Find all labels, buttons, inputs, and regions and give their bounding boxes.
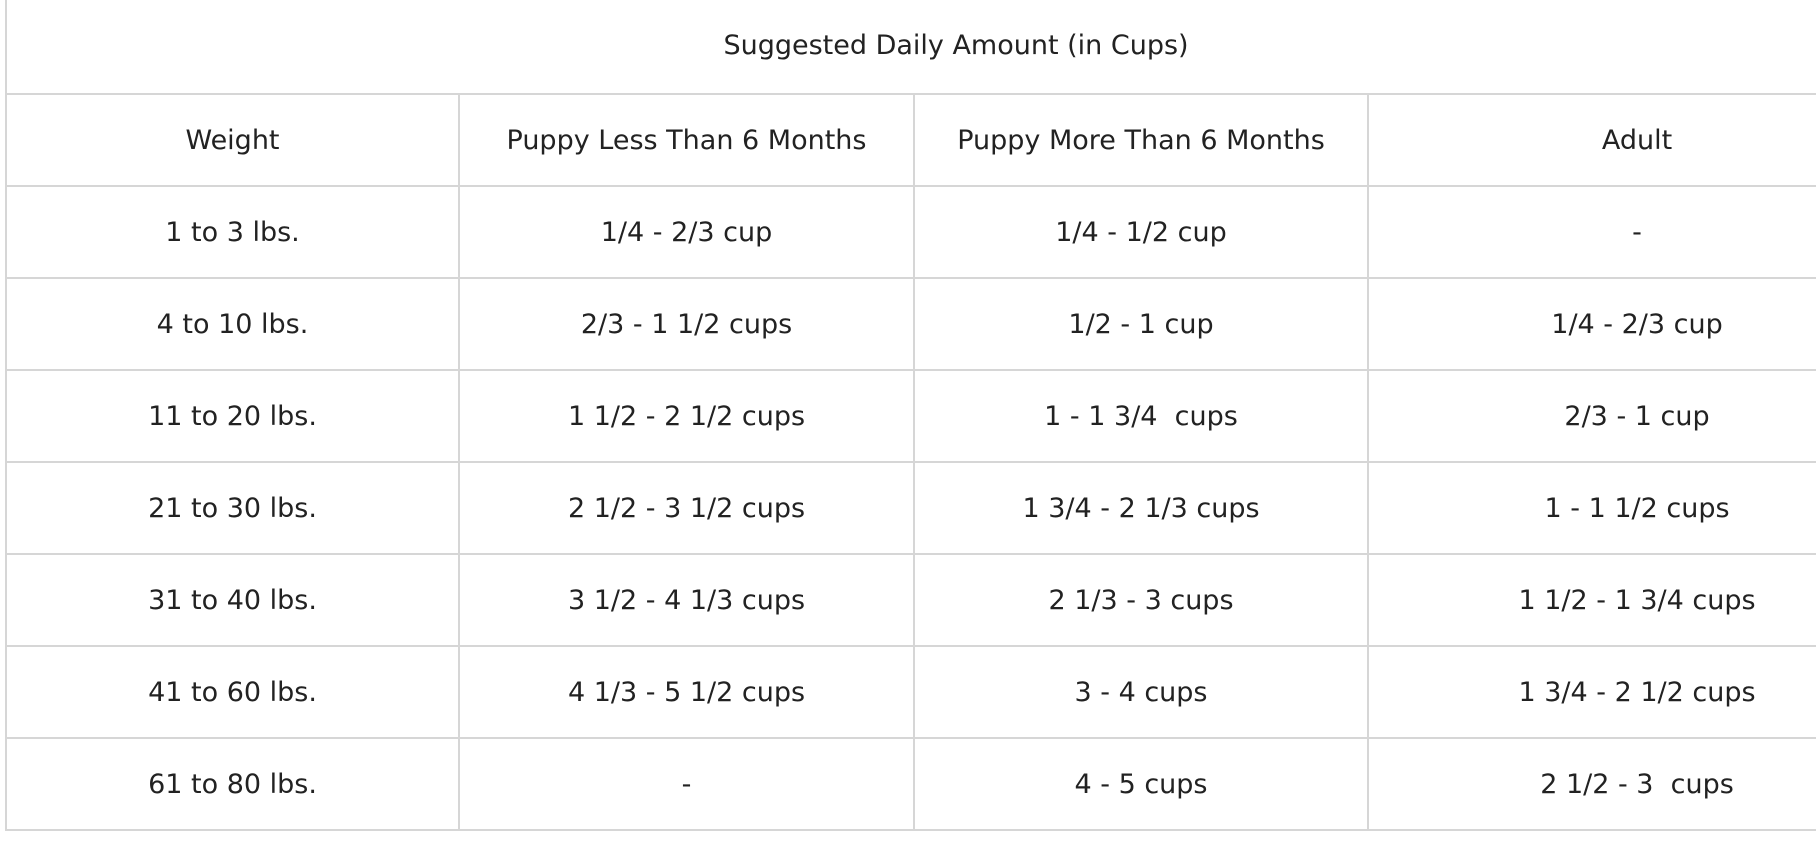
puppy-over-6-cell: 1/2 - 1 cup — [913, 277, 1369, 371]
puppy-under-6-cell: 3 1/2 - 4 1/3 cups — [458, 553, 915, 647]
table-row: 21 to 30 lbs. 2 1/2 - 3 1/2 cups 1 3/4 -… — [5, 461, 1816, 555]
puppy-under-6-cell: 4 1/3 - 5 1/2 cups — [458, 645, 915, 739]
puppy-under-6-cell: 1/4 - 2/3 cup — [458, 185, 915, 279]
table-row: 31 to 40 lbs. 3 1/2 - 4 1/3 cups 2 1/3 -… — [5, 553, 1816, 647]
header-adult: Adult — [1366, 93, 1816, 187]
table-row: 1 to 3 lbs. 1/4 - 2/3 cup 1/4 - 1/2 cup … — [5, 185, 1816, 279]
adult-cell: - — [1366, 185, 1816, 279]
adult-cell: 1/4 - 2/3 cup — [1366, 277, 1816, 371]
header-row: Weight Puppy Less Than 6 Months Puppy Mo… — [5, 93, 1816, 187]
table-caption: Suggested Daily Amount (in Cups) — [4, 0, 1816, 95]
table-row: 11 to 20 lbs. 1 1/2 - 2 1/2 cups 1 - 1 3… — [5, 369, 1816, 463]
weight-cell: 11 to 20 lbs. — [5, 369, 460, 463]
weight-cell: 21 to 30 lbs. — [5, 461, 460, 555]
puppy-over-6-cell: 4 - 5 cups — [913, 737, 1369, 831]
puppy-over-6-cell: 1/4 - 1/2 cup — [913, 185, 1369, 279]
puppy-under-6-cell: 2 1/2 - 3 1/2 cups — [458, 461, 915, 555]
puppy-under-6-cell: - — [458, 737, 915, 831]
adult-cell: 1 - 1 1/2 cups — [1366, 461, 1816, 555]
weight-cell: 61 to 80 lbs. — [5, 737, 460, 831]
adult-cell: 2/3 - 1 cup — [1366, 369, 1816, 463]
weight-cell: 31 to 40 lbs. — [5, 553, 460, 647]
puppy-over-6-cell: 2 1/3 - 3 cups — [913, 553, 1369, 647]
table-row: 41 to 60 lbs. 4 1/3 - 5 1/2 cups 3 - 4 c… — [5, 645, 1816, 739]
puppy-under-6-cell: 1 1/2 - 2 1/2 cups — [458, 369, 915, 463]
header-puppy-less-than-6-months: Puppy Less Than 6 Months — [458, 93, 915, 187]
adult-cell: 1 3/4 - 2 1/2 cups — [1366, 645, 1816, 739]
table-row: 61 to 80 lbs. - 4 - 5 cups 2 1/2 - 3 cup… — [5, 737, 1816, 831]
header-weight: Weight — [5, 93, 460, 187]
feeding-amount-table: Suggested Daily Amount (in Cups) Weight … — [4, 0, 1816, 831]
puppy-under-6-cell: 2/3 - 1 1/2 cups — [458, 277, 915, 371]
table-row: 4 to 10 lbs. 2/3 - 1 1/2 cups 1/2 - 1 cu… — [5, 277, 1816, 371]
puppy-over-6-cell: 1 3/4 - 2 1/3 cups — [913, 461, 1369, 555]
adult-cell: 2 1/2 - 3 cups — [1366, 737, 1816, 831]
weight-cell: 41 to 60 lbs. — [5, 645, 460, 739]
header-puppy-more-than-6-months: Puppy More Than 6 Months — [913, 93, 1369, 187]
caption-row: Suggested Daily Amount (in Cups) — [4, 0, 1816, 95]
weight-cell: 1 to 3 lbs. — [5, 185, 460, 279]
adult-cell: 1 1/2 - 1 3/4 cups — [1366, 553, 1816, 647]
weight-cell: 4 to 10 lbs. — [5, 277, 460, 371]
puppy-over-6-cell: 3 - 4 cups — [913, 645, 1369, 739]
puppy-over-6-cell: 1 - 1 3/4 cups — [913, 369, 1369, 463]
